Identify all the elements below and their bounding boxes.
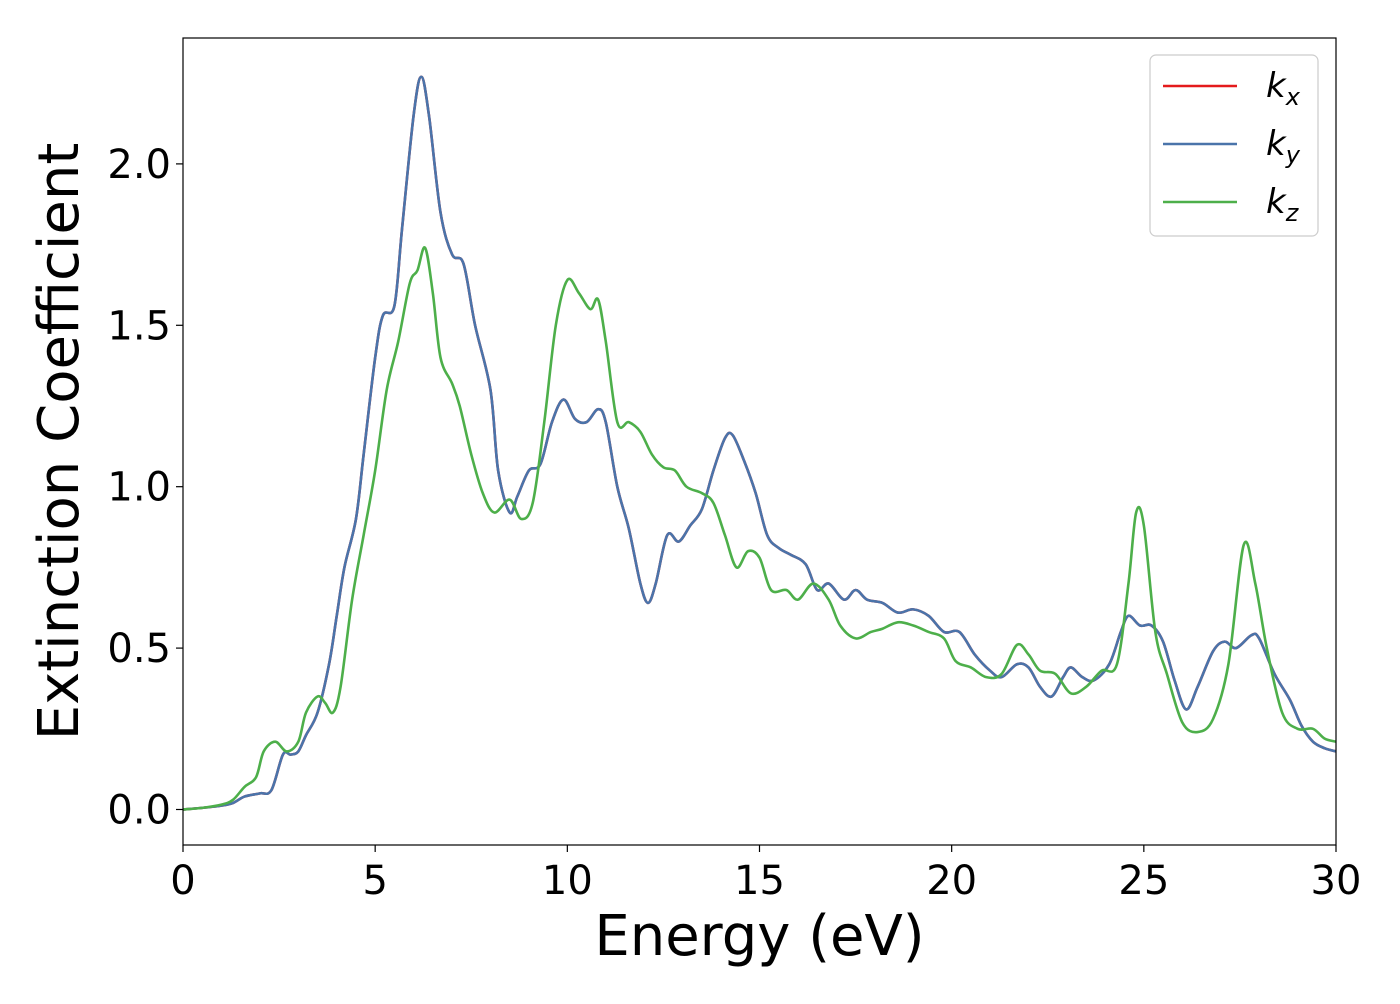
x-tick-label: 25 (1118, 858, 1169, 904)
legend-box (1149, 54, 1319, 237)
series-line-k-y (183, 75, 1336, 811)
y-tick-label: 0.0 (107, 787, 171, 833)
legend-label-k-x: kx (1266, 66, 1301, 111)
x-tick-label: 30 (1311, 858, 1362, 904)
legend-label-k-y: ky (1266, 124, 1301, 169)
y-axis-title: Extinction Coefficient (27, 143, 92, 741)
x-tick-label: 0 (170, 858, 195, 904)
y-tick-label: 1.5 (107, 303, 171, 349)
x-tick-label: 15 (734, 858, 785, 904)
y-tick-label: 1.0 (107, 465, 171, 511)
series-layer (183, 75, 1336, 811)
series-line-k-z (183, 246, 1336, 811)
x-tick-label: 20 (926, 858, 977, 904)
x-axis-title: Energy (eV) (594, 904, 924, 969)
legend-subscript: x (1285, 83, 1301, 111)
legend-subscript: y (1285, 141, 1301, 169)
y-tick-label: 2.0 (107, 142, 171, 188)
legend-subscript: z (1285, 199, 1300, 227)
x-tick-label: 5 (362, 858, 387, 904)
x-tick-label: 10 (542, 858, 593, 904)
y-tick-label: 0.5 (107, 626, 171, 672)
x-axis-ticks: 0 5 10 15 20 25 30 (170, 845, 1361, 904)
y-axis-ticks: 0.0 0.5 1.0 1.5 2.0 (107, 142, 183, 833)
